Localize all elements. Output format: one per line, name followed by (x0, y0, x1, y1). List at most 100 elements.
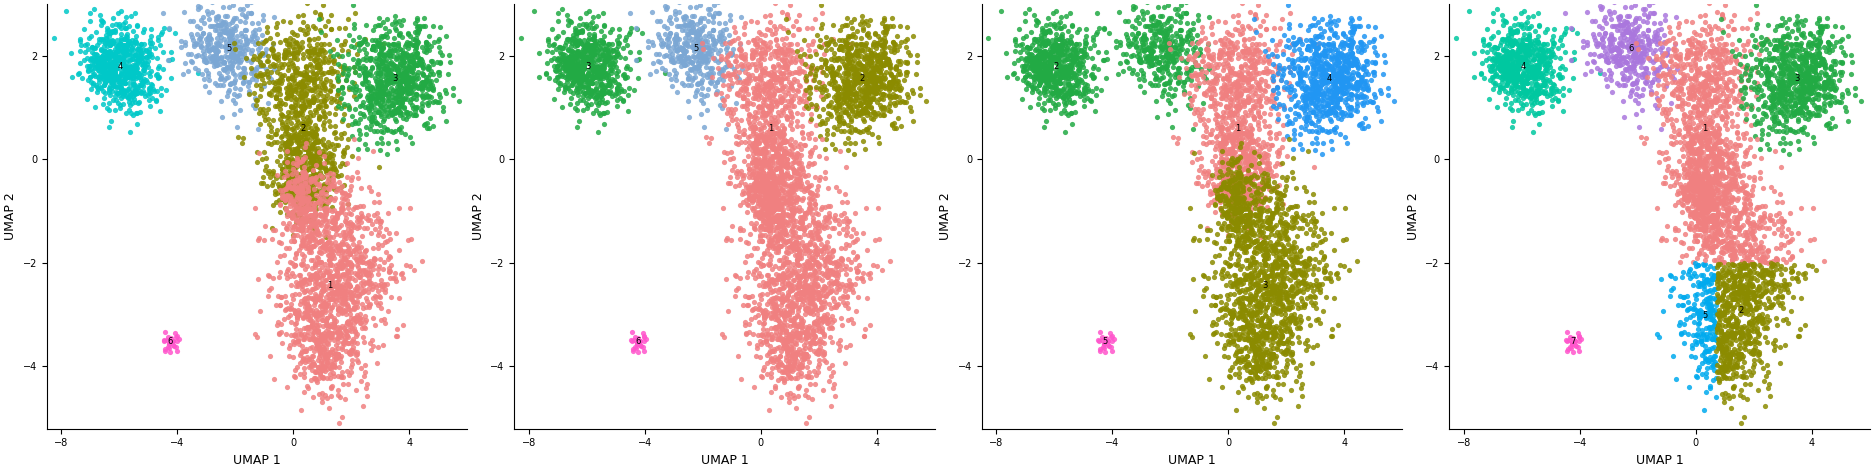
Point (1489, 63, 1519, 70)
Point (702, 78, 732, 86)
Point (1590, 50, 1620, 58)
Point (1684, 146, 1714, 153)
Point (545, 72, 575, 79)
Point (1231, 86, 1261, 93)
Point (1691, 194, 1721, 201)
Point (1688, 199, 1718, 206)
Point (1731, 149, 1761, 157)
Point (760, 149, 790, 156)
Point (760, 41, 790, 49)
Point (330, 210, 360, 218)
Point (1768, 280, 1798, 288)
Point (71, 41, 101, 49)
Point (796, 110, 826, 117)
Point (770, 254, 800, 262)
Point (245, 179, 275, 187)
Point (1680, 237, 1710, 245)
Point (287, 194, 317, 202)
Point (860, 79, 890, 87)
Point (1261, 263, 1290, 270)
Point (800, 349, 830, 357)
Point (835, 128, 865, 136)
Point (200, 39, 230, 47)
Point (1704, 271, 1734, 278)
Point (1187, 286, 1217, 294)
Point (322, 214, 352, 222)
Point (1676, 211, 1706, 218)
Point (1510, 51, 1540, 59)
Point (830, 241, 860, 248)
Point (330, 219, 360, 226)
Point (1290, 117, 1320, 125)
Point (395, 83, 425, 90)
Point (1508, 59, 1538, 66)
Point (292, 232, 322, 240)
Point (328, 238, 358, 246)
Point (277, 231, 307, 239)
Point (762, 244, 792, 252)
Point (762, 181, 792, 188)
Point (1661, 102, 1691, 110)
Point (1043, 48, 1073, 56)
Point (1262, 280, 1292, 288)
Point (1723, 212, 1753, 219)
Point (779, 169, 809, 176)
Point (350, 76, 380, 84)
Point (811, 46, 841, 54)
Point (732, 101, 762, 109)
Point (406, 85, 436, 92)
Point (296, 86, 326, 93)
Point (884, 43, 914, 50)
Point (1764, 270, 1794, 278)
Point (775, 1, 805, 9)
Point (341, 85, 371, 93)
Point (1766, 81, 1796, 89)
Point (1748, 319, 1777, 327)
Point (1712, 182, 1742, 190)
Point (729, 88, 759, 95)
Point (1748, 364, 1777, 372)
Point (740, 124, 770, 131)
Point (1129, 35, 1159, 43)
Point (1030, 84, 1060, 92)
Point (686, 36, 715, 44)
Point (326, 413, 356, 421)
Point (1620, 39, 1650, 46)
Point (1184, 79, 1214, 87)
Point (1137, 26, 1167, 33)
Point (315, 267, 345, 275)
Point (1723, 281, 1753, 288)
Point (1335, 90, 1365, 97)
Point (1787, 83, 1817, 90)
Point (275, 103, 305, 111)
Point (1699, 144, 1729, 151)
Point (105, 69, 135, 77)
Point (303, 155, 333, 162)
Point (1277, 258, 1307, 265)
Point (1695, 193, 1725, 200)
Point (560, 71, 590, 79)
Point (142, 73, 172, 81)
Point (1734, 317, 1764, 325)
Point (1298, 73, 1328, 80)
Point (717, 166, 747, 173)
Point (562, 52, 592, 60)
Point (330, 235, 360, 242)
Point (1156, 71, 1186, 79)
Point (558, 73, 588, 80)
Point (1274, 20, 1304, 28)
Point (1214, 176, 1244, 183)
Point (414, 92, 444, 99)
Point (298, 159, 328, 166)
Point (200, 16, 230, 24)
Point (120, 51, 150, 58)
Point (1678, 184, 1708, 192)
Point (794, 339, 824, 346)
Point (1238, 249, 1268, 256)
Point (1249, 295, 1279, 302)
Point (1159, 86, 1189, 93)
Point (1199, 252, 1229, 260)
Point (1718, 384, 1748, 391)
Point (1214, 133, 1244, 141)
Point (302, 295, 332, 302)
